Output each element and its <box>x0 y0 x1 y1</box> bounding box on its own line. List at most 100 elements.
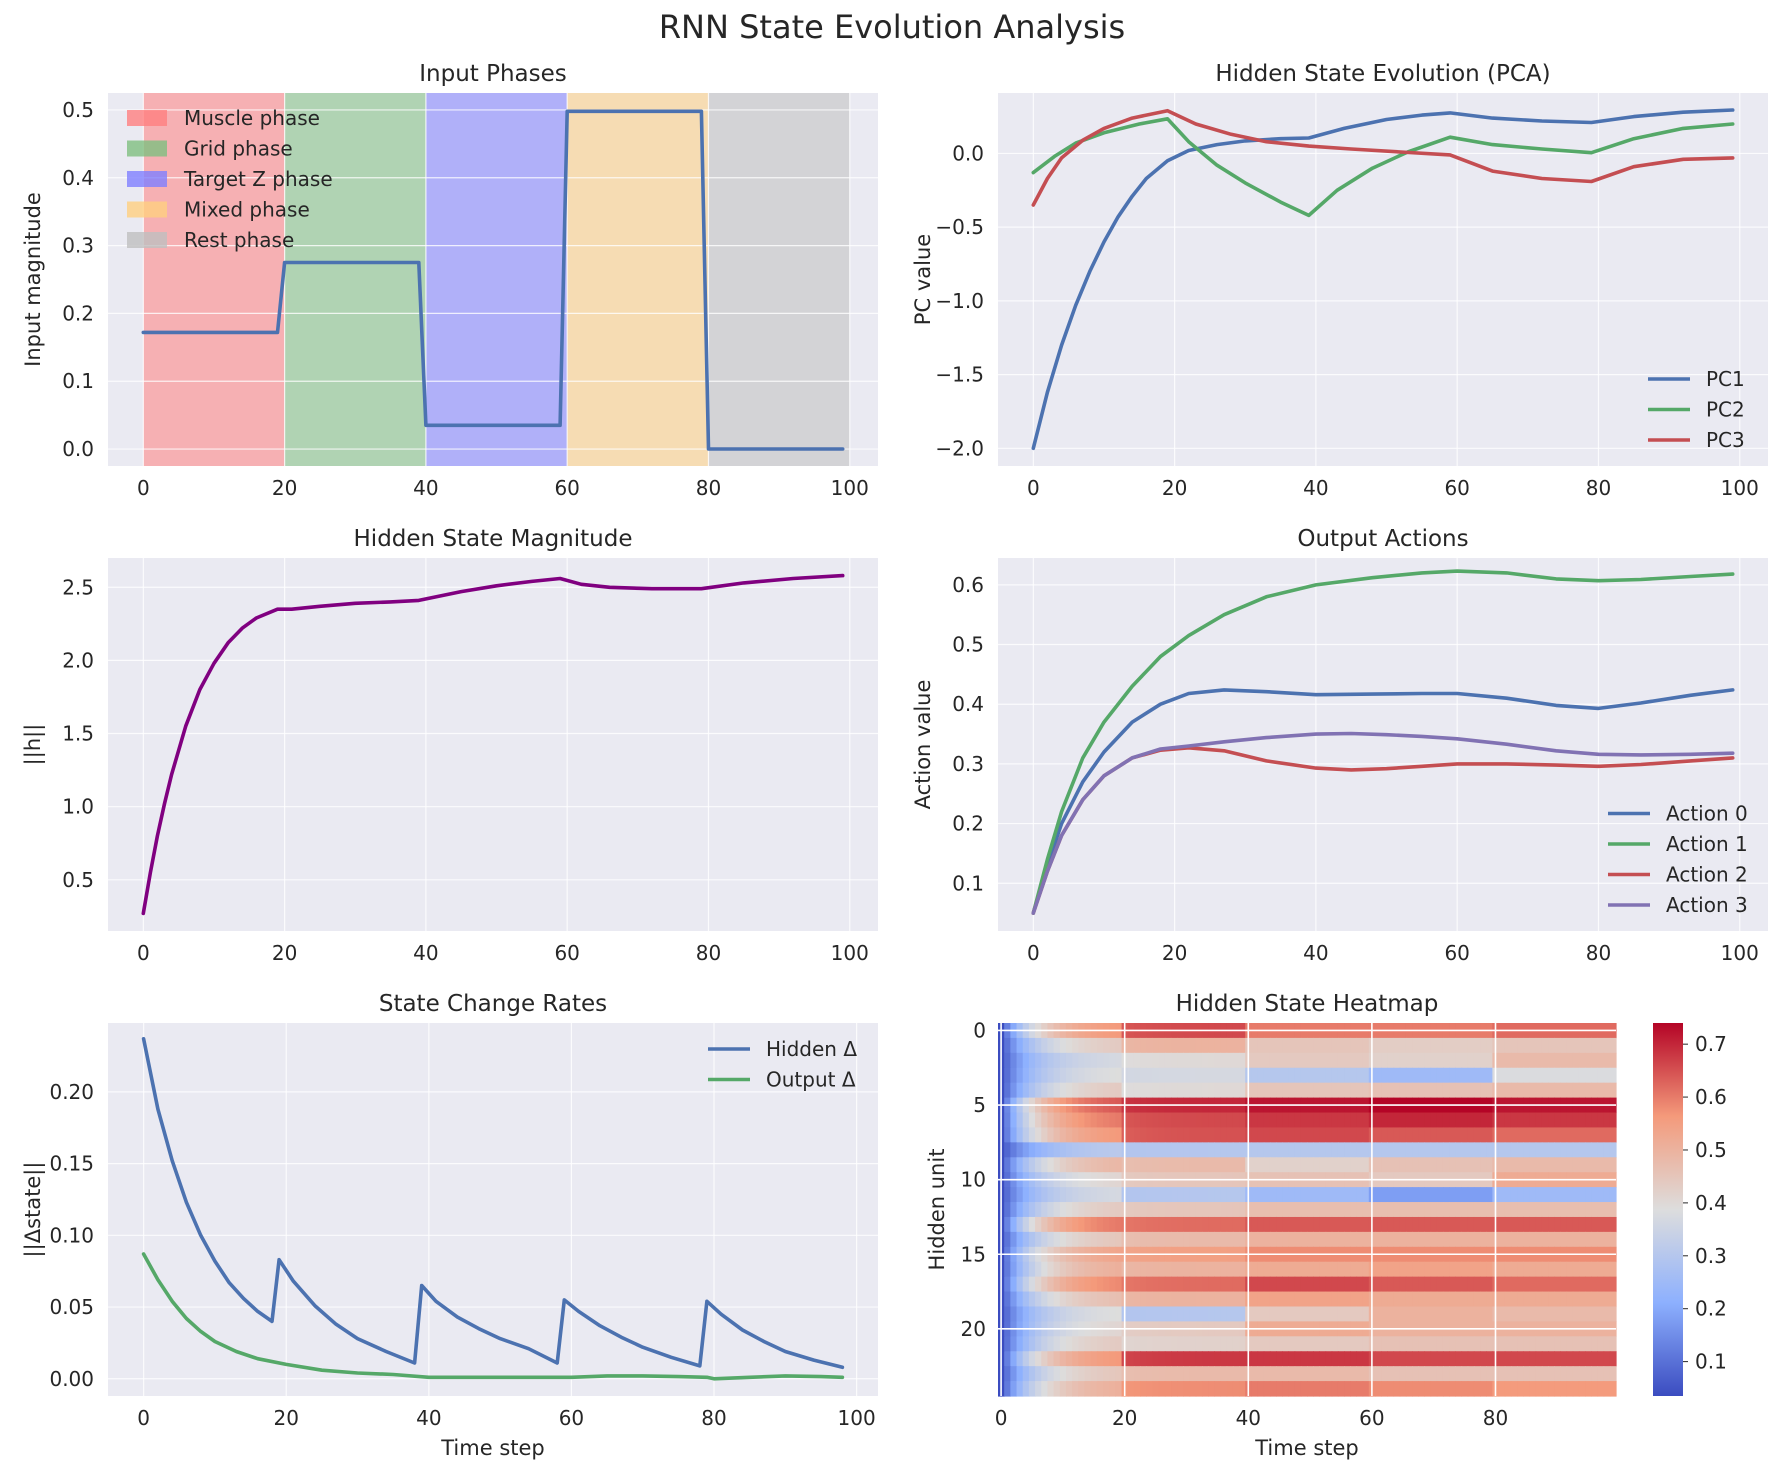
heatmap-cell <box>1220 1216 1228 1233</box>
heatmap-cell <box>1282 1306 1290 1322</box>
heatmap-cell <box>1473 1067 1481 1084</box>
heatmap-cell <box>1529 1381 1537 1397</box>
heatmap-cell <box>1214 1306 1222 1322</box>
heatmap-cell <box>1307 1067 1314 1084</box>
heatmap-cell <box>1585 1381 1592 1397</box>
heatmap-cell <box>1251 1052 1259 1069</box>
heatmap-cell <box>1529 1261 1537 1278</box>
heatmap-cell <box>1480 1276 1487 1293</box>
heatmap-cell <box>1442 1112 1450 1129</box>
heatmap-cell <box>1047 1202 1055 1218</box>
heatmap-cell <box>1115 1112 1123 1129</box>
x-tick-label: 0 <box>1027 476 1040 500</box>
heatmap-cell <box>1177 1276 1184 1293</box>
heatmap-cell <box>1263 1366 1271 1382</box>
heatmap-cell <box>1022 1142 1030 1158</box>
heatmap-cell <box>1566 1142 1574 1158</box>
heatmap-cell <box>1288 1231 1296 1248</box>
heatmap-cell <box>1164 1291 1172 1308</box>
heatmap-cell <box>1195 1306 1203 1322</box>
heatmap-cell <box>1603 1336 1611 1352</box>
heatmap-cell <box>1004 1366 1011 1382</box>
heatmap-cell <box>1473 1037 1481 1054</box>
heatmap-cell <box>1535 1336 1543 1352</box>
heatmap-cell <box>1362 1381 1370 1397</box>
heatmap-cell <box>1609 1202 1617 1218</box>
heatmap-cell <box>1282 1037 1290 1054</box>
heatmap-cell <box>1152 1351 1160 1367</box>
heatmap-cell <box>1480 1157 1487 1173</box>
heatmap-cell <box>1436 1052 1444 1069</box>
heatmap-cell <box>1282 1082 1290 1099</box>
heatmap-cell <box>1566 1276 1574 1293</box>
heatmap-cell <box>1152 1366 1160 1382</box>
heatmap-cell <box>1232 1112 1240 1129</box>
heatmap-cell <box>1554 1127 1561 1143</box>
heatmap-cell <box>1436 1276 1444 1293</box>
heatmap-cell <box>1356 1306 1364 1322</box>
heatmap-cell <box>1381 1112 1388 1129</box>
heatmap-cell <box>1535 1052 1543 1069</box>
heatmap-cell <box>1449 1142 1456 1158</box>
heatmap-cell <box>1430 1231 1438 1248</box>
heatmap-cell <box>1461 1067 1469 1084</box>
heatmap-cell <box>1016 1306 1024 1322</box>
x-tick-label: 80 <box>1586 941 1611 965</box>
heatmap-cell <box>1307 1276 1314 1293</box>
heatmap-cell <box>1541 1082 1549 1099</box>
heatmap-cell <box>1133 1127 1141 1143</box>
heatmap-cell <box>1109 1261 1117 1278</box>
heatmap-cell <box>1591 1366 1599 1382</box>
heatmap-cell <box>1028 1231 1036 1248</box>
heatmap-cell <box>1399 1216 1407 1233</box>
heatmap-cell <box>1177 1202 1184 1218</box>
heatmap-cell <box>1053 1142 1061 1158</box>
heatmap-cell <box>1374 1336 1382 1352</box>
heatmap-cell <box>1307 1336 1314 1352</box>
heatmap-cell <box>1072 1381 1079 1397</box>
heatmap-cell <box>1331 1067 1339 1084</box>
heatmap-cell <box>1047 1336 1055 1352</box>
heatmap-cell <box>1226 1366 1234 1382</box>
series-line-0 <box>141 1037 845 1370</box>
x-tick-label: 100 <box>1721 941 1759 965</box>
heatmap-cell <box>1362 1142 1370 1158</box>
heatmap-cell <box>1356 1291 1364 1308</box>
heatmap-cell <box>1548 1082 1555 1099</box>
heatmap-cell <box>1578 1261 1586 1278</box>
heatmap-cell <box>1362 1187 1370 1203</box>
heatmap-cell <box>1140 1276 1147 1293</box>
heatmap-cell <box>1331 1366 1339 1382</box>
heatmap-cell <box>1381 1202 1388 1218</box>
heatmap-cell <box>1480 1291 1487 1308</box>
heatmap-cell <box>1461 1351 1469 1367</box>
heatmap-cell <box>1177 1216 1184 1233</box>
heatmap-cell <box>1232 1187 1240 1203</box>
heatmap-cell <box>1072 1157 1079 1173</box>
heatmap-cell <box>1405 1082 1413 1099</box>
heatmap-cell <box>1362 1067 1370 1084</box>
heatmap-cell <box>1127 1381 1135 1397</box>
heatmap-cell <box>1591 1381 1599 1397</box>
colorbar-tick-label: 0.5 <box>1695 1138 1727 1162</box>
heatmap-cell <box>1133 1157 1141 1173</box>
heatmap-cell <box>1356 1157 1364 1173</box>
heatmap-cell <box>1096 1381 1104 1397</box>
heatmap-cell <box>1560 1306 1568 1322</box>
heatmap-cell <box>1047 1351 1055 1367</box>
heatmap-cell <box>1337 1381 1345 1397</box>
heatmap-cell <box>1560 1336 1568 1352</box>
heatmap-cell <box>1177 1067 1184 1084</box>
heatmap-cell <box>1504 1231 1512 1248</box>
heatmap-cell <box>1164 1276 1172 1293</box>
heatmap-cell <box>1269 1142 1277 1158</box>
heatmap-cell <box>1319 1052 1327 1069</box>
heatmap-cell <box>1232 1366 1240 1382</box>
heatmap-cell <box>1344 1351 1351 1367</box>
heatmap-cell <box>1412 1231 1419 1248</box>
heatmap-cell <box>1084 1112 1092 1129</box>
heatmap-cell <box>1560 1381 1568 1397</box>
heatmap-cell <box>1424 1052 1432 1069</box>
heatmap-cell <box>1183 1052 1191 1069</box>
heatmap-cell <box>1103 1351 1110 1367</box>
